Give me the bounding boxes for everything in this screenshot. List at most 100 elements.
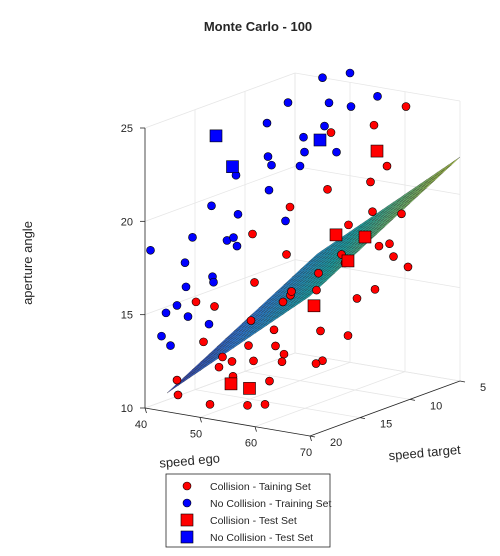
data-point-circle (262, 118, 272, 128)
y-tick-label: 15 (380, 419, 392, 431)
legend-marker-red-square (180, 513, 194, 527)
data-point-circle (366, 177, 375, 187)
data-point-square (341, 254, 355, 268)
data-point-square (313, 133, 327, 147)
series-2 (224, 144, 384, 395)
floor-grid-line (194, 389, 361, 419)
data-point-circle (269, 325, 279, 335)
series-3 (209, 129, 327, 173)
series-1 (146, 68, 382, 350)
data-point-circle (267, 160, 276, 170)
wall-grid-line (294, 352, 461, 382)
data-point-circle (397, 209, 406, 219)
legend-label: No Collision - Test Set (210, 532, 313, 544)
legend: Collision - Taining Set No Collision - T… (165, 473, 331, 548)
data-point-square (224, 377, 238, 391)
data-point-circle (205, 400, 215, 409)
data-point-circle (218, 352, 227, 362)
x-axis-label: speed ego (159, 450, 221, 470)
data-point-circle (172, 375, 182, 385)
legend-marker-red-circle (182, 481, 192, 491)
z-tick-label: 20 (121, 216, 133, 228)
floor-grid-line (199, 361, 351, 418)
legend-entry-no-collision-training: No Collision - Training Set (182, 498, 331, 510)
data-point-circle (214, 362, 224, 372)
data-point-circle (389, 252, 398, 261)
data-point-circle (172, 301, 182, 310)
data-point-square (370, 144, 384, 158)
x-tick-mark (199, 417, 202, 423)
data-point-circle (244, 341, 253, 350)
data-point-circle (324, 98, 334, 108)
data-point-square (226, 160, 239, 173)
data-point-circle (385, 239, 394, 249)
data-point-circle (248, 229, 257, 239)
data-point-circle (233, 209, 243, 219)
legend-label: Collision - Test Set (210, 515, 297, 527)
data-point-circle (373, 92, 382, 101)
x-tick-label: 40 (135, 419, 147, 431)
data-point-circle (299, 132, 308, 142)
data-point-circle (180, 258, 190, 267)
legend-entry-no-collision-test: No Collision - Test Set (180, 530, 313, 544)
z-tick-label: 25 (121, 123, 133, 135)
data-point-circle (277, 357, 287, 367)
floor-grid-line (254, 371, 406, 428)
data-point-circle (283, 98, 293, 107)
data-point-circle (352, 294, 362, 303)
legend-box (165, 473, 331, 548)
data-point-circle (246, 316, 256, 325)
y-tick-mark (359, 417, 366, 420)
data-point-circle (320, 121, 329, 131)
x-tick-label: 70 (300, 447, 312, 459)
data-point-circle (369, 120, 379, 130)
data-point-circle (173, 390, 183, 400)
data-point-circle (279, 349, 289, 359)
series-0 (172, 102, 413, 410)
z-tick-label: 10 (121, 403, 133, 415)
decision-surface (166, 156, 461, 394)
data-point-circle (346, 102, 356, 111)
data-point-circle (314, 268, 323, 278)
data-point-circle (188, 233, 197, 242)
legend-marker-blue-circle (182, 498, 192, 508)
data-point-circle (343, 331, 353, 340)
data-point-circle (300, 147, 309, 157)
wall-grid-line (144, 352, 296, 409)
y-tick-mark (459, 380, 466, 383)
data-point-circle (264, 185, 274, 195)
surface-patch (446, 156, 461, 169)
z-axis-label: aperture angle (20, 221, 35, 305)
data-point-circle (229, 233, 238, 242)
data-point-circle (250, 278, 259, 287)
data-point-circle (344, 220, 353, 230)
data-point-circle (312, 285, 321, 295)
data-point-circle (374, 241, 384, 251)
x-tick-mark (309, 435, 312, 442)
x-axis-line (144, 407, 311, 437)
data-point-circle (210, 302, 219, 311)
data-point-circle (232, 241, 242, 251)
x-tick-label: 60 (245, 438, 257, 450)
data-points (146, 68, 413, 410)
data-point-circle (181, 282, 191, 292)
data-point-circle (271, 341, 280, 351)
data-point-circle (263, 152, 273, 161)
y-tick-mark (409, 398, 416, 401)
data-point-circle (318, 73, 327, 82)
data-point-circle (161, 308, 171, 318)
axes-frame (140, 127, 466, 442)
data-point-circle (345, 68, 355, 78)
data-point-circle (282, 250, 291, 259)
data-point-circle (146, 245, 155, 255)
data-point-circle (295, 161, 305, 171)
data-point-circle (285, 202, 295, 212)
data-point-square (209, 129, 223, 143)
y-tick-label: 20 (330, 437, 342, 449)
legend-label: Collision - Taining Set (210, 481, 311, 493)
z-tick-label: 15 (121, 310, 133, 322)
data-point-circle (323, 185, 332, 194)
legend-label: No Collision - Training Set (210, 498, 331, 510)
wall-grid-line (294, 165, 461, 195)
data-point-circle (166, 341, 175, 350)
